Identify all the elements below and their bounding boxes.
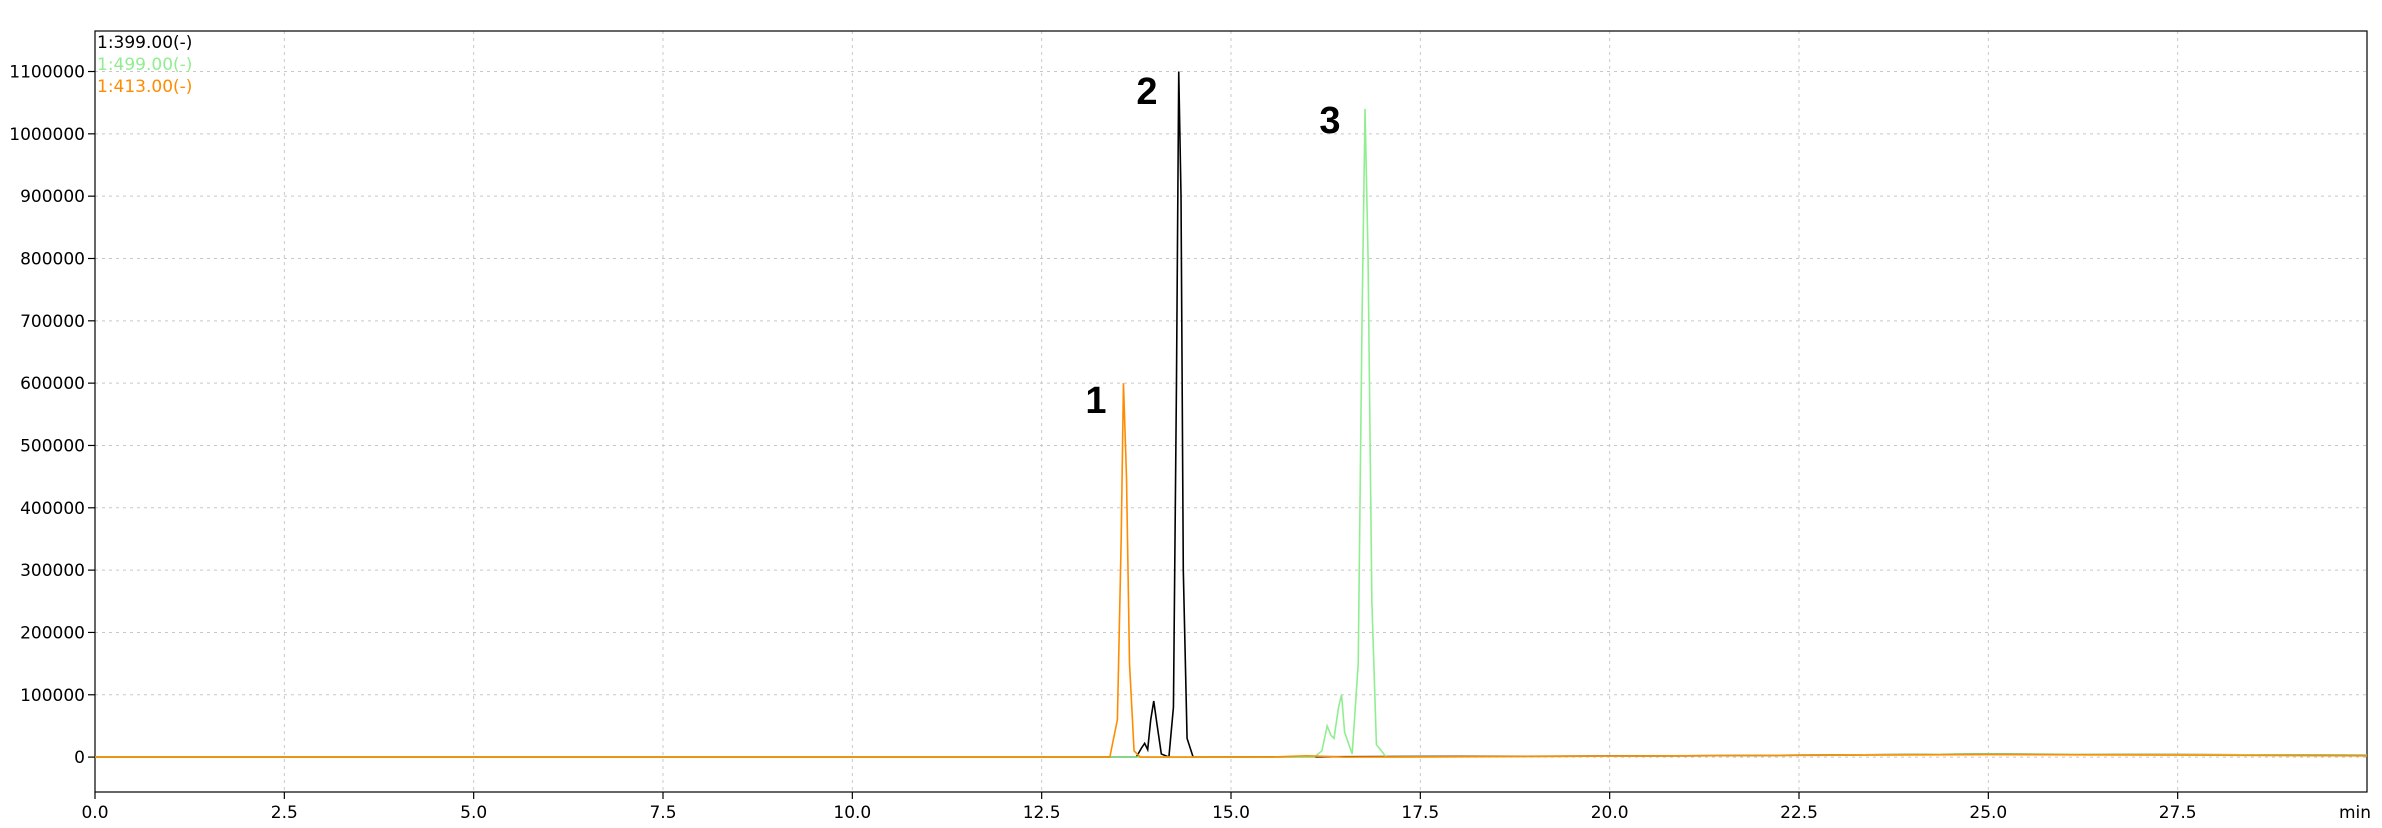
series-line xyxy=(95,383,2368,758)
peak-label: 3 xyxy=(1319,100,1340,142)
peak-label: 1 xyxy=(1085,380,1106,422)
y-tick-label: 900000 xyxy=(20,187,85,207)
x-tick-label: 7.5 xyxy=(649,803,676,823)
series-line xyxy=(95,71,2368,759)
y-tick-label: 0 xyxy=(74,748,85,768)
x-tick-label: 20.0 xyxy=(1591,803,1629,823)
legend-entry: 1:399.00(-) xyxy=(97,33,192,53)
y-tick-label: 100000 xyxy=(20,686,85,706)
x-tick-label: 15.0 xyxy=(1212,803,1250,823)
x-tick-label: 25.0 xyxy=(1969,803,2007,823)
peak-label: 2 xyxy=(1136,71,1157,113)
x-tick-label: 12.5 xyxy=(1023,803,1061,823)
plot-frame xyxy=(94,30,2368,793)
x-tick-label: 2.5 xyxy=(271,803,298,823)
x-tick-label: 5.0 xyxy=(460,803,487,823)
x-tick-label: 10.0 xyxy=(833,803,871,823)
x-tick-label: 22.5 xyxy=(1780,803,1818,823)
series-line xyxy=(95,108,2368,758)
y-tick-label: 1000000 xyxy=(9,125,85,145)
y-tick-label: 1100000 xyxy=(9,63,85,83)
legend-entry: 1:413.00(-) xyxy=(97,77,192,97)
y-tick-label: 300000 xyxy=(20,561,85,581)
y-tick-label: 600000 xyxy=(20,374,85,394)
y-tick-label: 400000 xyxy=(20,499,85,519)
legend-entry: 1:499.00(-) xyxy=(97,55,192,75)
x-tick-label: 27.5 xyxy=(2159,803,2197,823)
y-tick-label: 200000 xyxy=(20,623,85,643)
x-tick-label: 17.5 xyxy=(1401,803,1439,823)
y-tick-label: 500000 xyxy=(20,436,85,456)
x-axis-label: min xyxy=(2339,803,2371,823)
y-tick-label: 700000 xyxy=(20,312,85,332)
y-tick-label: 800000 xyxy=(20,249,85,269)
x-tick-label: 0.0 xyxy=(81,803,108,823)
